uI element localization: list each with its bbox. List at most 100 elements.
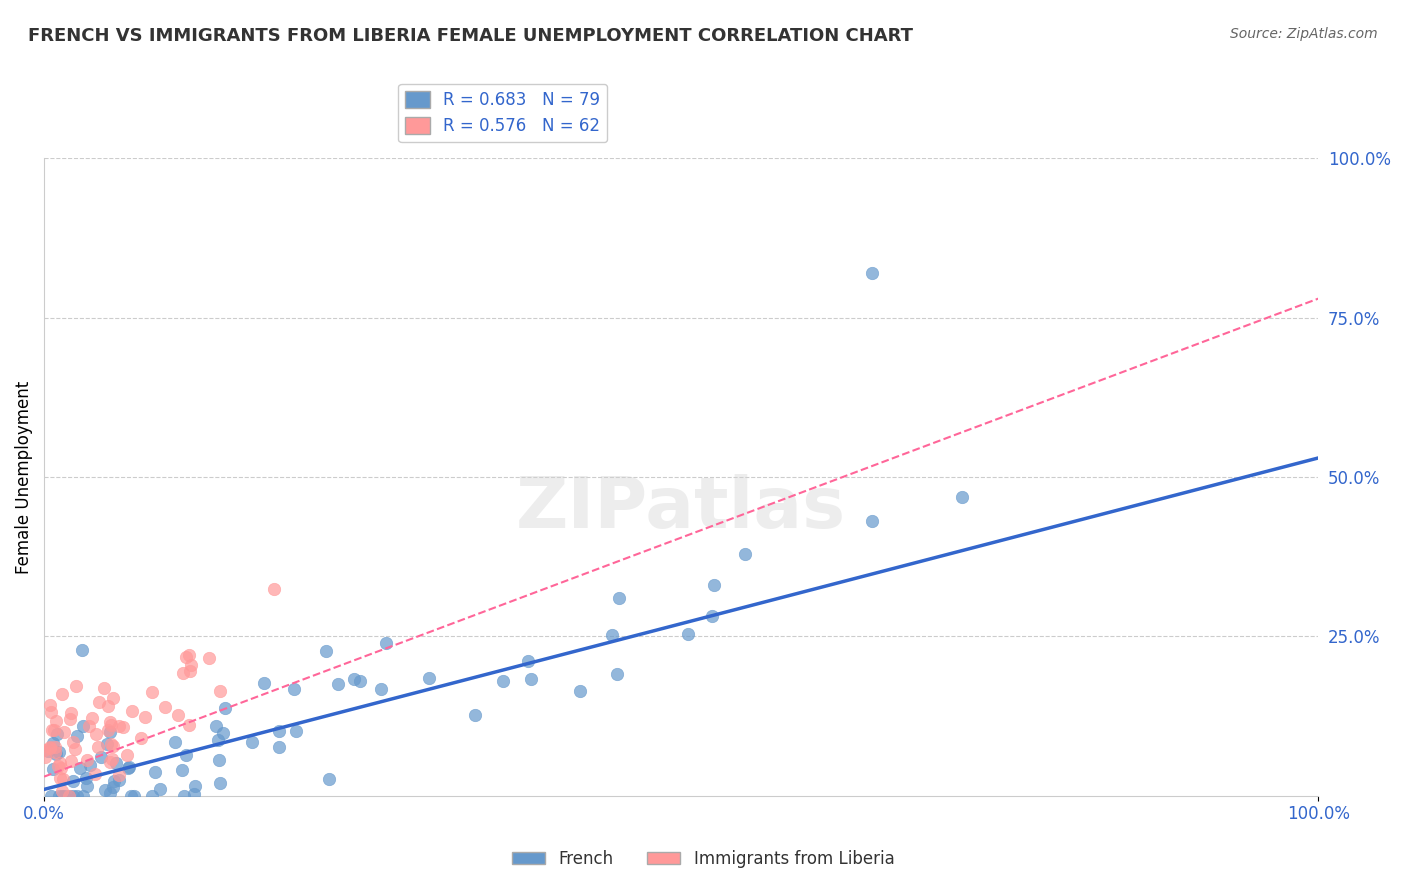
Point [39, 789, 62, 803]
Point [284, 723, 307, 738]
Point [253, 676, 276, 690]
Point [734, 547, 756, 561]
Point [42, 736, 65, 750]
Point [118, 760, 141, 774]
Point [177, 648, 200, 663]
Point [62, 789, 84, 803]
Point [174, 747, 197, 762]
Y-axis label: Female Unemployment: Female Unemployment [15, 381, 32, 574]
Point [163, 735, 186, 749]
Point [606, 667, 628, 681]
Point [83, 767, 105, 781]
Point [183, 788, 205, 802]
Point [72, 643, 94, 657]
Point [90, 750, 112, 764]
Point [609, 591, 631, 605]
Point [166, 707, 188, 722]
Point [93, 681, 115, 695]
Point [678, 626, 700, 640]
Point [103, 774, 125, 789]
Point [207, 753, 229, 767]
Text: FRENCH VS IMMIGRANTS FROM LIBERIA FEMALE UNEMPLOYMENT CORRELATION CHART: FRENCH VS IMMIGRANTS FROM LIBERIA FEMALE… [28, 27, 912, 45]
Point [208, 776, 231, 790]
Point [240, 735, 263, 749]
Point [86, 739, 108, 754]
Point [72, 718, 94, 732]
Point [48, 745, 70, 759]
Point [37, 744, 59, 758]
Point [46, 726, 69, 740]
Point [44, 740, 66, 755]
Point [93, 782, 115, 797]
Point [51, 687, 73, 701]
Point [204, 718, 226, 732]
Point [267, 740, 290, 755]
Point [349, 674, 371, 689]
Point [101, 752, 124, 766]
Point [198, 651, 221, 665]
Point [315, 644, 337, 658]
Point [104, 756, 127, 770]
Point [700, 609, 723, 624]
Point [173, 789, 195, 803]
Point [862, 514, 884, 528]
Point [100, 718, 122, 732]
Point [52, 725, 75, 739]
Point [98, 755, 121, 769]
Point [45, 714, 67, 729]
Point [49, 756, 72, 770]
Point [180, 658, 202, 673]
Point [100, 737, 122, 751]
Point [283, 682, 305, 697]
Point [39, 740, 62, 755]
Point [212, 726, 235, 740]
Point [214, 700, 236, 714]
Point [141, 684, 163, 698]
Point [108, 719, 131, 733]
Point [41, 723, 63, 737]
Point [44, 745, 66, 759]
Point [184, 779, 207, 793]
Point [134, 709, 156, 723]
Point [115, 747, 138, 762]
Point [42, 723, 65, 738]
Point [97, 698, 120, 713]
Point [34, 743, 56, 757]
Point [48, 789, 70, 803]
Point [38, 740, 60, 755]
Point [46, 759, 69, 773]
Point [52, 789, 75, 803]
Point [120, 789, 142, 803]
Point [62, 774, 84, 789]
Point [60, 706, 83, 720]
Point [98, 714, 121, 729]
Point [58, 789, 80, 803]
Legend: French, Immigrants from Liberia: French, Immigrants from Liberia [505, 844, 901, 875]
Point [153, 699, 176, 714]
Point [65, 789, 87, 803]
Point [103, 691, 125, 706]
Point [103, 780, 125, 794]
Text: ZIPatlas: ZIPatlas [516, 475, 846, 543]
Point [177, 718, 200, 732]
Point [76, 780, 98, 794]
Point [370, 681, 392, 696]
Point [263, 582, 285, 597]
Point [569, 684, 592, 698]
Point [517, 653, 540, 667]
Point [98, 725, 121, 739]
Point [82, 711, 104, 725]
Point [179, 665, 201, 679]
Point [143, 764, 166, 779]
Point [318, 772, 340, 787]
Point [108, 772, 131, 787]
Point [87, 695, 110, 709]
Point [51, 789, 73, 803]
Point [34, 750, 56, 764]
Point [950, 490, 973, 504]
Point [149, 782, 172, 797]
Point [122, 789, 145, 803]
Point [77, 718, 100, 732]
Point [207, 733, 229, 747]
Point [75, 772, 97, 786]
